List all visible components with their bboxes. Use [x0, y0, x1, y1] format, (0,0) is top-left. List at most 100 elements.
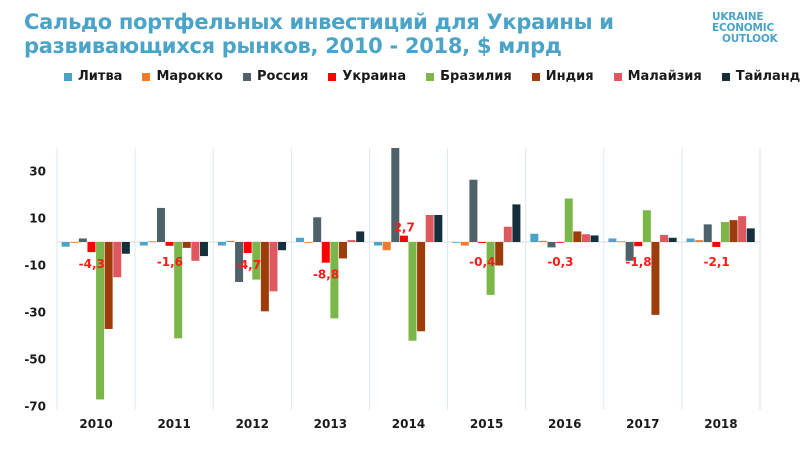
bar	[243, 242, 252, 254]
legend-label: Бразилия	[440, 69, 512, 84]
bar	[356, 231, 365, 242]
bar	[391, 148, 400, 242]
bar	[642, 210, 651, 242]
bar	[434, 214, 443, 242]
bar	[165, 242, 174, 246]
data-labels: -4,3 -1,6 -4,7 -8,8 2,7 -0,4 -0,3 -1,8 -2,1	[79, 221, 730, 282]
bar	[260, 242, 269, 312]
ukraine-economic-outlook-logo: UKRAINE ECONOMIC OUTLOOK	[712, 12, 778, 45]
bar	[313, 217, 322, 242]
y-tick-label: -10	[24, 259, 46, 273]
bar	[87, 242, 96, 253]
bar	[573, 231, 582, 242]
logo-line-3: OUTLOOK	[722, 33, 778, 45]
bar	[182, 242, 191, 248]
bar	[304, 242, 313, 243]
data-label: -1,6	[157, 255, 183, 269]
legend-item: Бразилия	[426, 69, 512, 84]
x-axis-ticks: 2010 2011 2012 2013 2014 2015 2016 2017 2018	[79, 417, 737, 431]
logo-line-2: ECONOMIC	[712, 22, 774, 34]
bar	[720, 222, 729, 242]
legend-item: Тайланд	[721, 69, 800, 84]
y-tick-label: 30	[29, 165, 46, 179]
bar	[738, 216, 747, 242]
data-label: -4,3	[79, 257, 105, 271]
x-tick-label: 2015	[470, 417, 503, 431]
bar	[408, 242, 417, 341]
bar	[746, 228, 755, 242]
bar	[486, 242, 495, 295]
x-tick-label: 2016	[548, 417, 581, 431]
bar	[278, 242, 287, 251]
legend-label: Марокко	[156, 69, 223, 84]
x-tick-label: 2017	[626, 417, 659, 431]
data-label: -4,7	[235, 258, 261, 272]
bar	[703, 224, 712, 242]
chart-title: Сальдо портфельных инвестиций для Украин…	[24, 10, 624, 58]
bar	[174, 242, 183, 339]
x-tick-label: 2013	[314, 417, 347, 431]
bar	[651, 242, 660, 315]
legend-label: Индия	[545, 69, 594, 84]
bar	[564, 198, 573, 242]
legend-swatch	[721, 72, 730, 81]
bar	[417, 242, 426, 332]
legend-label: Россия	[256, 69, 309, 84]
y-tick-label: -50	[24, 353, 46, 367]
legend-swatch	[242, 72, 251, 81]
bar	[495, 242, 504, 266]
bar	[590, 235, 599, 242]
bar	[625, 242, 634, 261]
legend-item: Марокко	[142, 69, 223, 84]
bar	[425, 214, 434, 242]
bar	[399, 235, 408, 242]
bar	[608, 238, 617, 242]
bar	[660, 234, 669, 242]
bar	[113, 242, 122, 278]
bar	[729, 220, 738, 242]
legend-item: Индия	[531, 69, 594, 84]
x-tick-label: 2012	[236, 417, 269, 431]
legend-swatch	[64, 72, 72, 81]
bar	[617, 241, 626, 243]
y-axis-ticks: 30 10 -10 -30 -50 -70	[24, 165, 46, 414]
data-label: -8,8	[313, 268, 339, 282]
legend-label: Тайланд	[735, 69, 800, 84]
bar	[321, 242, 330, 263]
x-tick-label: 2014	[392, 417, 425, 431]
legend-swatch	[613, 72, 622, 81]
bar	[252, 242, 261, 280]
bar	[695, 240, 704, 242]
bar	[191, 242, 200, 261]
bar	[104, 242, 113, 329]
data-label: -0,3	[547, 255, 573, 269]
bar	[668, 237, 677, 242]
legend-swatch	[531, 72, 540, 81]
legend-label: Малайзия	[627, 69, 702, 84]
bar	[96, 242, 105, 400]
legend-label: Литва	[78, 69, 123, 84]
bar	[235, 242, 244, 282]
bar	[330, 242, 339, 319]
bars	[61, 148, 755, 400]
bar	[70, 242, 79, 243]
logo-line-1: UKRAINE	[712, 11, 764, 23]
bar	[374, 242, 383, 246]
chart-title-line-1: Сальдо портфельных инвестиций для Украин…	[24, 10, 614, 34]
bar	[295, 237, 304, 242]
legend-item: Литва	[64, 69, 122, 84]
data-label: -2,1	[704, 255, 730, 269]
data-label: 2,7	[394, 221, 415, 235]
bar	[121, 242, 130, 254]
bar	[269, 242, 278, 292]
chart-title-line-2: развивающихся рынков, 2010 - 2018, $ млр…	[24, 34, 562, 58]
bar	[469, 179, 478, 242]
bar	[382, 242, 391, 251]
bar	[61, 242, 70, 247]
y-tick-label: -70	[24, 400, 46, 414]
bar	[338, 242, 347, 259]
bar	[634, 242, 643, 247]
bar	[226, 240, 235, 242]
bar	[148, 241, 157, 243]
